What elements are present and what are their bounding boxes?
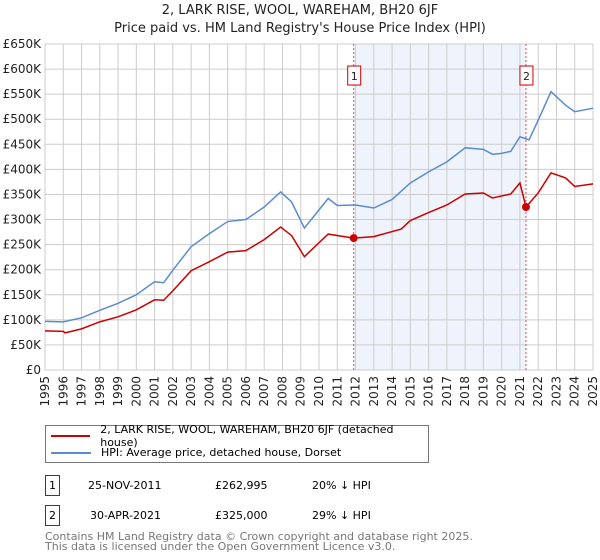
- x-tick-label: 1995: [38, 376, 52, 407]
- legend-swatch-blue: [51, 451, 91, 454]
- transaction-price: £325,000: [215, 509, 268, 522]
- y-tick-label: £300K: [3, 213, 43, 227]
- legend-label: HPI: Average price, detached house, Dors…: [101, 446, 342, 459]
- x-tick-label: 2000: [129, 376, 143, 407]
- footer-copyright: Contains HM Land Registry data © Crown c…: [45, 530, 473, 543]
- x-tick-label: 2006: [239, 376, 253, 407]
- x-tick-label: 2012: [349, 376, 363, 407]
- x-tick-label: 2014: [385, 376, 399, 407]
- x-tick-label: 2018: [458, 376, 472, 407]
- x-tick-label: 2020: [495, 376, 509, 407]
- series-line: [44, 90, 594, 323]
- x-tick-label: 2025: [586, 376, 600, 407]
- y-tick-label: £350K: [3, 187, 43, 201]
- x-tick-label: 2019: [476, 376, 490, 407]
- x-tick-label: 2016: [422, 376, 436, 407]
- x-tick-label: 2005: [221, 376, 235, 407]
- transaction-date: 30-APR-2021: [90, 509, 162, 522]
- x-tick-label: 1997: [75, 376, 89, 407]
- x-tick-label: 2003: [184, 376, 198, 407]
- legend: 2, LARK RISE, WOOL, WAREHAM, BH20 6JF (d…: [45, 423, 429, 463]
- sale-period-shade: [353, 44, 526, 370]
- transaction-date: 25-NOV-2011: [88, 479, 162, 492]
- chart-subtitle: Price paid vs. HM Land Registry's House …: [114, 21, 486, 36]
- x-tick-label: 2008: [275, 376, 289, 407]
- y-tick-label: £450K: [3, 137, 43, 151]
- footer-licence: This data is licensed under the Open Gov…: [45, 540, 396, 553]
- x-tick-label: 1999: [111, 376, 125, 407]
- sale-point: [521, 203, 530, 211]
- sale-marker-label: 2: [523, 70, 530, 83]
- y-tick-label: £600K: [3, 62, 43, 76]
- x-tick-label: 2021: [513, 376, 527, 407]
- x-tick-label: 2010: [312, 376, 326, 407]
- x-tick-label: 2007: [257, 376, 271, 407]
- y-tick-label: £0: [26, 363, 41, 377]
- x-tick-label: 2002: [166, 376, 180, 407]
- series-line: [44, 171, 594, 334]
- transaction-price: £262,995: [215, 479, 268, 492]
- y-tick-label: £200K: [3, 263, 43, 277]
- y-tick-label: £500K: [3, 112, 43, 126]
- x-tick-label: 1998: [93, 376, 107, 407]
- sale-marker-box: [519, 65, 534, 86]
- legend-item-hpi: HPI: Average price, detached house, Dors…: [46, 444, 341, 461]
- marker-badge: 1: [45, 475, 60, 496]
- x-tick-label: 2004: [202, 376, 216, 407]
- y-tick-label: £550K: [3, 87, 43, 101]
- x-tick-label: 2023: [549, 376, 563, 407]
- y-tick-label: £50K: [10, 338, 42, 352]
- x-tick-label: 2009: [294, 376, 308, 407]
- x-tick-label: 1996: [56, 376, 70, 407]
- x-tick-label: 2017: [440, 376, 454, 407]
- transaction-hpi: 20% ↓ HPI: [312, 479, 371, 492]
- marker-badge: 2: [45, 505, 60, 526]
- x-tick-label: 2022: [531, 376, 545, 407]
- transaction-row: 1 25-NOV-2011 £262,995 20% ↓ HPI: [45, 475, 465, 497]
- y-tick-label: £250K: [3, 238, 43, 252]
- transaction-row: 2 30-APR-2021 £325,000 29% ↓ HPI: [45, 505, 465, 527]
- sale-marker-box: [347, 65, 362, 86]
- y-tick-label: £100K: [3, 313, 43, 327]
- transaction-hpi: 29% ↓ HPI: [312, 509, 371, 522]
- x-tick-label: 2011: [330, 376, 344, 407]
- line-chart: £0 £50K £100K £150K £200K £250K £300K £350K £400…: [3, 37, 600, 407]
- x-tick-label: 2013: [367, 376, 381, 407]
- y-tick-label: £400K: [3, 162, 43, 176]
- sale-marker-label: 1: [351, 70, 358, 83]
- sale-point: [349, 234, 358, 243]
- x-tick-label: 2024: [568, 376, 582, 407]
- chart-title: 2, LARK RISE, WOOL, WAREHAM, BH20 6JF: [161, 3, 439, 18]
- legend-swatch-red: [51, 434, 91, 437]
- legend-label: 2, LARK RISE, WOOL, WAREHAM, BH20 6JF (d…: [100, 422, 394, 449]
- x-tick-label: 2001: [148, 376, 162, 407]
- legend-item-property: 2, LARK RISE, WOOL, WAREHAM, BH20 6JF (d…: [46, 423, 428, 449]
- y-tick-label: £150K: [3, 288, 43, 302]
- y-tick-label: £650K: [3, 37, 43, 51]
- x-tick-label: 2015: [403, 376, 417, 407]
